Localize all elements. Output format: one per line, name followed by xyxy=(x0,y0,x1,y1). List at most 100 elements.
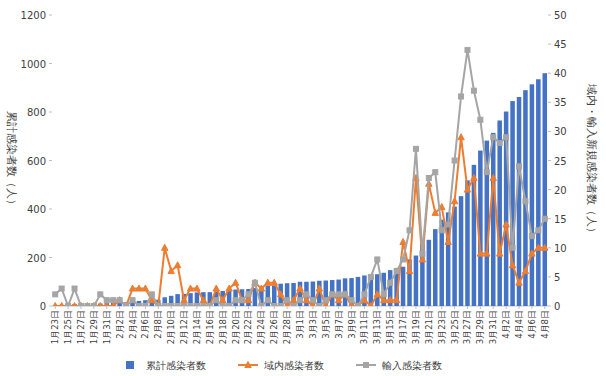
marker xyxy=(136,285,142,291)
marker xyxy=(394,269,399,274)
line xyxy=(55,137,545,306)
marker xyxy=(381,297,387,303)
bar xyxy=(285,283,290,306)
x-tick xyxy=(287,306,288,309)
marker xyxy=(522,268,528,274)
y2-tick-label: 10 xyxy=(554,243,567,254)
x-tick xyxy=(300,306,301,309)
y-tick xyxy=(49,112,52,113)
x-tick-label: 2月14日 xyxy=(192,310,202,344)
marker xyxy=(116,297,122,303)
marker xyxy=(374,291,380,297)
x-tick-label: 2月28日 xyxy=(282,310,292,344)
x-tick-label: 2月18日 xyxy=(218,310,228,344)
marker xyxy=(187,285,193,291)
marker xyxy=(291,304,296,307)
marker xyxy=(368,274,373,279)
x-tick-label: 3月25日 xyxy=(450,310,460,344)
x-tick xyxy=(55,306,56,309)
marker xyxy=(401,257,406,262)
marker xyxy=(124,304,129,307)
bar xyxy=(427,240,432,306)
x-tick xyxy=(390,306,391,309)
marker xyxy=(130,298,135,303)
marker xyxy=(53,292,58,297)
marker xyxy=(252,280,257,285)
y2-tick xyxy=(548,15,551,16)
bar xyxy=(401,267,406,306)
marker xyxy=(111,298,116,303)
marker xyxy=(156,304,161,307)
marker xyxy=(78,303,84,307)
marker xyxy=(419,256,425,262)
x-tick-label: 3月3日 xyxy=(308,310,318,339)
marker xyxy=(59,286,64,291)
marker xyxy=(329,291,335,297)
marker xyxy=(432,209,438,215)
x-tick xyxy=(467,306,468,309)
marker xyxy=(304,292,309,297)
x-tick-label: 4月8日 xyxy=(540,310,550,339)
bar xyxy=(233,290,238,306)
marker xyxy=(97,303,103,307)
x-tick-label: 2月4日 xyxy=(128,310,138,339)
bar xyxy=(497,120,502,306)
marker xyxy=(523,199,528,204)
x-tick xyxy=(377,306,378,309)
y-tick xyxy=(49,160,52,161)
x-tick xyxy=(364,306,365,309)
marker xyxy=(155,303,161,307)
y-tick-label: 200 xyxy=(27,253,46,264)
bar xyxy=(324,281,329,306)
x-tick xyxy=(454,306,455,309)
x-tick-label: 3月23日 xyxy=(437,310,447,344)
marker xyxy=(252,279,258,285)
bar xyxy=(452,207,457,306)
bar xyxy=(536,79,541,306)
marker xyxy=(336,292,341,297)
bar xyxy=(420,244,425,306)
x-tick xyxy=(261,306,262,309)
marker xyxy=(536,228,541,233)
marker xyxy=(420,251,425,256)
marker xyxy=(104,298,109,303)
x-tick-label: 2月10日 xyxy=(166,310,176,344)
marker xyxy=(123,303,129,307)
marker xyxy=(169,304,174,307)
marker xyxy=(471,88,476,93)
legend-label: 輸入感染者数 xyxy=(382,360,442,371)
x-tick xyxy=(415,306,416,309)
marker xyxy=(58,303,64,307)
marker xyxy=(496,250,502,256)
y2-tick-label: 50 xyxy=(554,10,567,21)
x-tick-label: 2月2日 xyxy=(115,310,125,339)
line xyxy=(55,50,545,306)
x-tick xyxy=(68,306,69,309)
marker xyxy=(426,175,431,180)
y2-tick xyxy=(548,218,551,219)
marker xyxy=(364,363,369,368)
marker xyxy=(214,298,219,303)
marker xyxy=(317,304,322,307)
x-tick-label: 3月7日 xyxy=(334,310,344,339)
x-tick-label: 3月29日 xyxy=(475,310,485,344)
bar xyxy=(446,212,451,306)
bar xyxy=(530,84,535,306)
marker xyxy=(271,279,277,285)
x-tick-label: 2月22日 xyxy=(243,310,253,344)
marker xyxy=(174,262,180,268)
marker xyxy=(491,135,496,140)
marker xyxy=(516,279,522,285)
marker xyxy=(342,291,348,297)
marker xyxy=(227,304,232,307)
bar xyxy=(439,220,444,306)
x-tick xyxy=(312,306,313,309)
y2-tick xyxy=(548,131,551,132)
marker xyxy=(136,304,141,307)
marker xyxy=(277,291,283,297)
y-tick-label: 1200 xyxy=(21,10,46,21)
x-tick-label: 4月4日 xyxy=(514,310,524,339)
y-tick xyxy=(49,209,52,210)
marker xyxy=(71,303,77,307)
y2-tick-label: 45 xyxy=(554,39,567,50)
